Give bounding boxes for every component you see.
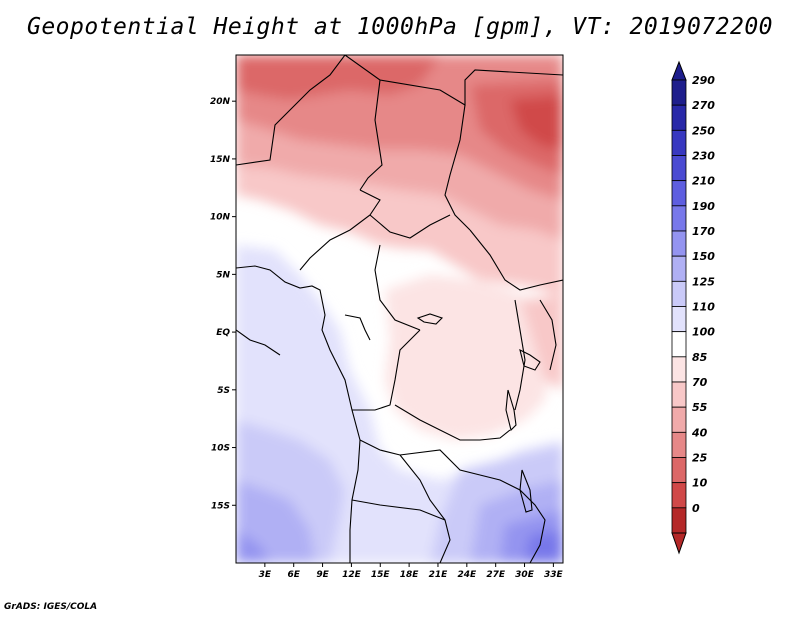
lakes [416, 313, 541, 513]
colorbar-label: 100 [692, 326, 715, 339]
colorbar-swatch [671, 457, 687, 484]
colorbar-swatch [671, 180, 687, 207]
colorbar-label: 250 [692, 124, 715, 137]
lon-tick-label: 9E [316, 570, 329, 580]
colorbar-swatch [671, 331, 687, 358]
lat-tick-label: EQ [216, 328, 230, 338]
colorbar-swatch [671, 280, 687, 307]
colorbar-label: 25 [692, 452, 708, 465]
lon-tick-label: 21E [429, 570, 449, 580]
colorbar-label: 85 [692, 351, 708, 364]
colorbar-label: 210 [692, 175, 715, 188]
colorbar-label: 190 [692, 200, 715, 213]
lat-tick-label: 15N [210, 155, 231, 165]
colorbar-top-arrow [671, 60, 687, 81]
colorbar-label: 290 [692, 74, 715, 87]
colorbar-bottom-arrow [671, 532, 687, 555]
colorbar-label: 125 [692, 275, 715, 288]
colorbar-label: 270 [692, 99, 715, 112]
credit-label: GrADS: IGES/COLA [4, 602, 98, 612]
map-frame [235, 54, 564, 564]
lat-tick-label: 5N [216, 270, 230, 280]
geopotential-field [236, 55, 563, 563]
colorbar-label: 0 [692, 502, 700, 515]
colorbar-label: 150 [692, 250, 715, 263]
lat-tick-label: 20N [210, 97, 231, 107]
latitude-axis: 20N 15N 10N 5N EQ 5S 10S 15S [210, 97, 236, 511]
colorbar-swatch [671, 129, 687, 156]
lon-tick-label: 27E [486, 570, 506, 580]
colorbar-label: 230 [692, 150, 715, 163]
colorbar-label: 10 [692, 477, 708, 490]
lon-tick-label: 24E [457, 570, 477, 580]
lon-tick-label: 15E [371, 570, 391, 580]
colorbar-label: 170 [692, 225, 715, 238]
country-borders [236, 55, 563, 563]
color-scale: 2902702502302101901701501251101008570554… [671, 60, 715, 555]
lon-tick-label: 30E [515, 570, 535, 580]
colorbar-swatch [671, 482, 687, 509]
lon-tick-label: 6E [287, 570, 300, 580]
colorbar-swatch [671, 205, 687, 232]
lon-tick-label: 33E [544, 570, 564, 580]
lon-tick-label: 3E [259, 570, 272, 580]
lat-tick-label: 5S [217, 386, 230, 396]
colorbar-swatch [671, 356, 687, 383]
colorbar-swatch [671, 104, 687, 131]
colorbar-label: 110 [692, 301, 715, 314]
colorbar-swatch [671, 507, 687, 534]
colorbar-swatch [671, 255, 687, 282]
colorbar-swatch [671, 306, 687, 333]
colorbar-swatch [671, 406, 687, 433]
longitude-axis: 3E 6E 9E 12E 15E 18E 21E 24E 27E 30E 33E [259, 563, 564, 580]
map-title: Geopotential Height at 1000hPa [gpm], VT… [26, 14, 774, 40]
lat-tick-label: 10N [210, 213, 231, 223]
lat-tick-label: 15S [211, 501, 230, 511]
lat-tick-label: 10S [211, 444, 230, 454]
colorbar-swatch [671, 230, 687, 257]
colorbar-label: 70 [692, 376, 708, 389]
colorbar-swatch [671, 79, 687, 106]
colorbar-swatch [671, 381, 687, 408]
lon-tick-label: 18E [400, 570, 420, 580]
colorbar-label: 40 [691, 426, 708, 439]
colorbar-label: 55 [692, 401, 708, 414]
colorbar-swatch [671, 155, 687, 182]
colorbar-swatch [671, 431, 687, 458]
lon-tick-label: 12E [342, 570, 362, 580]
